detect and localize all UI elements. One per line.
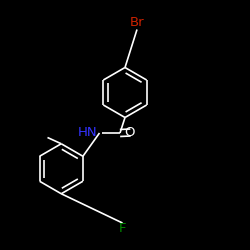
Text: HN: HN [78,126,98,140]
Text: F: F [118,222,126,234]
Text: Br: Br [130,16,144,28]
Text: O: O [124,126,135,140]
